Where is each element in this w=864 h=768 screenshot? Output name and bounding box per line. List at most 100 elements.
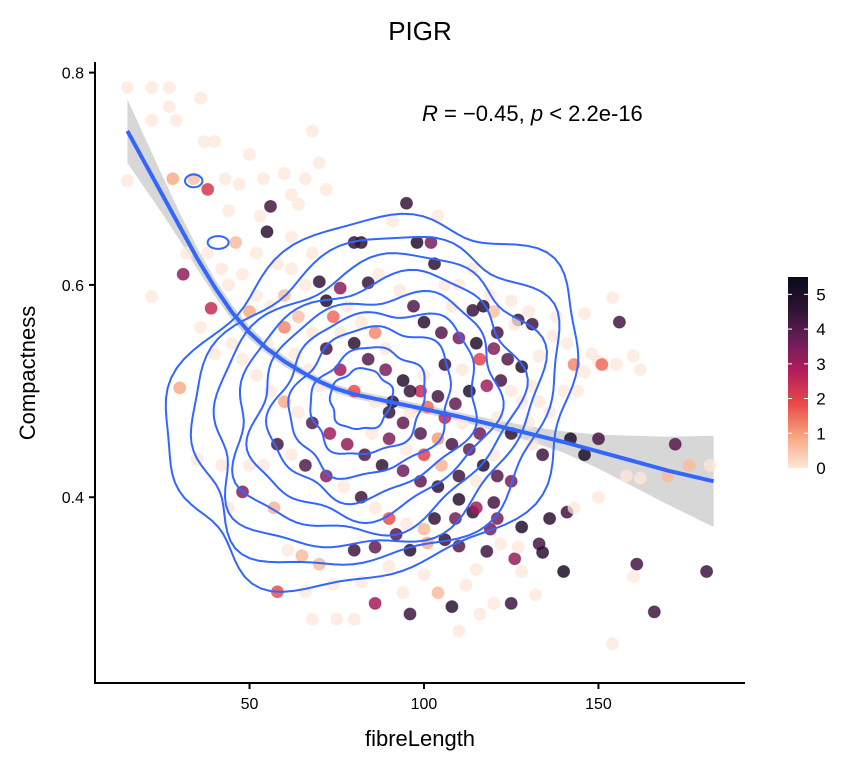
- data-point: [218, 172, 232, 186]
- data-point: [305, 326, 319, 340]
- data-point: [633, 471, 647, 485]
- density-contour: [287, 325, 452, 480]
- density-contour-small: [206, 235, 230, 250]
- data-point: [592, 490, 605, 504]
- annotation-p-value: < 2.2e-16: [543, 101, 643, 126]
- data-point: [215, 262, 229, 276]
- y-tick-label: 0.6: [62, 278, 84, 295]
- data-point: [515, 520, 529, 534]
- chart-title: PIGR: [388, 16, 452, 46]
- data-point: [312, 275, 326, 289]
- y-tick-label: 0.4: [62, 490, 84, 507]
- data-point: [410, 236, 424, 249]
- x-tick-label: 50: [241, 696, 259, 713]
- data-point: [452, 624, 466, 638]
- data-point: [305, 246, 319, 260]
- smooth-line-layer: [125, 130, 715, 484]
- data-point: [337, 480, 351, 494]
- data-point: [270, 257, 284, 271]
- data-point: [647, 605, 661, 619]
- data-point: [396, 464, 410, 478]
- data-point: [204, 301, 218, 315]
- data-point: [145, 113, 159, 127]
- density-contour: [231, 268, 529, 537]
- data-point: [400, 196, 413, 210]
- data-point: [382, 559, 396, 573]
- data-point: [386, 214, 400, 228]
- data-point: [368, 326, 382, 340]
- density-contour: [264, 311, 478, 506]
- annotation-r-value: = −0.45,: [438, 101, 531, 126]
- y-axis-title: Compactness: [15, 306, 40, 441]
- data-point: [417, 315, 431, 329]
- data-point: [469, 562, 483, 576]
- colorbar: 0 1 2 3 4 5: [788, 277, 826, 478]
- colorbar-tick-label: 4: [816, 320, 825, 339]
- data-point: [250, 368, 263, 382]
- data-point: [626, 349, 640, 363]
- data-point: [490, 469, 504, 483]
- data-point: [403, 384, 417, 398]
- data-point: [393, 283, 407, 297]
- data-point: [403, 607, 417, 621]
- data-point: [469, 501, 483, 515]
- data-point: [201, 246, 215, 260]
- data-point: [522, 305, 536, 318]
- correlation-annotation: R = −0.45, p < 2.2e-16: [422, 101, 643, 126]
- y-tick-label: 0.8: [62, 66, 84, 83]
- data-point: [630, 557, 644, 571]
- data-point: [396, 416, 410, 430]
- colorbar-tick-label: 3: [816, 355, 825, 374]
- data-point: [434, 326, 448, 340]
- data-point: [700, 565, 714, 578]
- data-point: [511, 540, 525, 554]
- data-point: [194, 320, 208, 334]
- data-point: [452, 469, 466, 483]
- data-point: [120, 81, 134, 94]
- data-point: [473, 352, 487, 366]
- data-point: [222, 278, 236, 292]
- data-point: [162, 81, 176, 94]
- data-point: [215, 458, 229, 472]
- data-point: [532, 349, 546, 363]
- data-point: [532, 395, 546, 409]
- data-point: [515, 565, 529, 578]
- density-contour: [212, 252, 549, 549]
- data-point: [120, 174, 134, 188]
- data-point: [462, 384, 476, 398]
- data-point: [445, 600, 459, 614]
- data-point: [208, 135, 222, 149]
- colorbar-tick-label: 2: [816, 390, 825, 409]
- data-point: [312, 156, 326, 170]
- data-point: [571, 384, 584, 398]
- data-point: [340, 299, 354, 313]
- data-point: [612, 315, 626, 329]
- data-point: [557, 565, 571, 578]
- data-point: [347, 336, 361, 350]
- data-point: [298, 278, 312, 292]
- data-point: [145, 290, 159, 304]
- data-point: [487, 496, 501, 509]
- density-contour: [164, 212, 580, 593]
- data-point: [504, 596, 518, 610]
- data-point: [459, 578, 473, 592]
- data-point: [619, 469, 633, 483]
- data-point: [232, 177, 246, 191]
- data-point: [347, 612, 361, 626]
- data-point: [253, 209, 267, 223]
- data-point: [194, 91, 208, 105]
- data-point: [417, 522, 431, 536]
- data-point: [243, 147, 256, 161]
- data-point: [396, 586, 410, 600]
- data-point: [291, 197, 305, 211]
- data-point: [605, 291, 619, 305]
- data-point: [257, 172, 270, 186]
- data-point: [277, 320, 291, 334]
- data-point: [504, 384, 518, 398]
- data-point: [609, 358, 623, 371]
- colorbar-tick-label: 5: [816, 285, 825, 304]
- data-point: [633, 363, 647, 377]
- data-point: [340, 437, 354, 451]
- data-point: [382, 432, 396, 446]
- data-point: [431, 389, 445, 403]
